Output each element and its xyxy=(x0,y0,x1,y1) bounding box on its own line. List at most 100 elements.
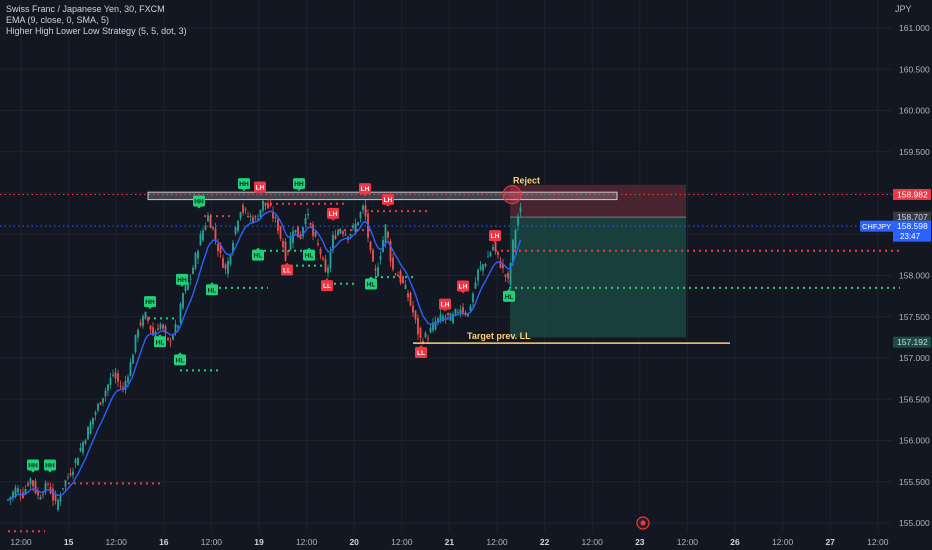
indicator-ema[interactable]: EMA (9, close, 0, SMA, 5) xyxy=(6,15,110,25)
candle-body xyxy=(467,313,469,317)
candle-body xyxy=(414,310,417,320)
candle-body xyxy=(199,233,202,246)
y-tick-label: 157.000 xyxy=(899,353,930,363)
price-tag-text: 157.192 xyxy=(897,337,928,347)
x-tick-label: 12:00 xyxy=(677,537,699,547)
last-price-bg xyxy=(893,220,931,242)
swing-label-pointer xyxy=(493,241,497,244)
price-tag[interactable]: 157.192 xyxy=(893,336,931,348)
swing-label-hl[interactable]: HL xyxy=(174,352,186,366)
take-profit-zone[interactable] xyxy=(510,217,686,338)
swing-label-lh[interactable]: LH xyxy=(489,230,501,244)
swing-label-box xyxy=(365,278,377,290)
candle-body xyxy=(419,327,422,338)
candle-body xyxy=(99,402,102,405)
swing-label-pointer xyxy=(48,470,52,473)
swing-label-pointer xyxy=(242,189,246,192)
indicator-hhll[interactable]: Higher High Lower Low Strategy (5, 5, do… xyxy=(6,26,187,36)
swing-label-box xyxy=(489,230,501,242)
candle-body xyxy=(424,332,427,338)
candle-body xyxy=(174,324,177,333)
swing-label-ll[interactable]: LL xyxy=(415,344,427,358)
swing-label-hl[interactable]: HL xyxy=(252,247,264,261)
swing-label-ll[interactable]: LL xyxy=(281,262,293,276)
candle-body xyxy=(77,457,79,466)
candle-body xyxy=(309,223,312,226)
swing-label-pointer xyxy=(369,276,373,279)
swing-label-hl[interactable]: HL xyxy=(503,288,515,302)
candle-body xyxy=(149,325,152,330)
candle-body xyxy=(292,231,294,244)
swing-label-box xyxy=(457,280,469,292)
swing-label-hl[interactable]: HL xyxy=(303,247,315,261)
stop-loss-zone[interactable] xyxy=(510,184,686,218)
swing-label-hl[interactable]: HL xyxy=(365,276,377,290)
x-tick-label: 15 xyxy=(64,537,74,547)
candle-body xyxy=(52,488,54,501)
price-tag[interactable]: 158.707 xyxy=(893,211,931,223)
candle-body xyxy=(372,249,374,262)
y-tick-label: 155.000 xyxy=(899,518,930,528)
swing-label-hh[interactable]: HH xyxy=(144,296,156,310)
candle-body xyxy=(74,459,77,464)
swing-label-lh[interactable]: LH xyxy=(359,183,371,197)
candle-body xyxy=(434,321,437,330)
candle-body xyxy=(444,317,447,319)
price-tag[interactable]: 158.982 xyxy=(893,188,931,200)
candle-body xyxy=(89,422,92,434)
swing-label-lh[interactable]: LH xyxy=(382,193,394,207)
x-tick-label: 12:00 xyxy=(772,537,794,547)
swing-label-hh[interactable]: HH xyxy=(44,459,56,473)
reject-marker[interactable] xyxy=(502,185,522,205)
swing-label-lh[interactable]: LH xyxy=(254,181,266,195)
candle-body xyxy=(184,285,187,292)
candle-body xyxy=(232,242,234,253)
swing-label-hh[interactable]: HH xyxy=(176,273,188,287)
event-marker[interactable] xyxy=(636,516,650,530)
candle-body xyxy=(202,230,204,241)
candle-body xyxy=(9,496,12,500)
swing-label-text: LH xyxy=(491,233,500,240)
swing-label-text: HH xyxy=(177,277,187,284)
reject-label: Reject xyxy=(513,176,540,186)
swing-label-pointer xyxy=(258,192,262,195)
candle-body xyxy=(239,212,242,219)
candle-body xyxy=(287,251,289,253)
swing-label-pointer xyxy=(331,218,335,221)
candle-body xyxy=(162,324,164,329)
candle-body xyxy=(92,417,94,425)
swing-label-box xyxy=(359,183,371,195)
swing-label-hh[interactable]: HH xyxy=(238,178,250,192)
swing-label-hl[interactable]: HL xyxy=(154,334,166,348)
swing-label-text: LH xyxy=(329,211,338,218)
swing-label-pointer xyxy=(210,282,214,285)
swing-label-text: HL xyxy=(156,339,165,346)
candle-body xyxy=(24,489,27,494)
symbol-tag-text: CHFJPY xyxy=(862,222,891,231)
swing-label-hh[interactable]: HH xyxy=(193,195,205,209)
swing-label-lh[interactable]: LH xyxy=(439,298,451,312)
swing-label-lh[interactable]: LH xyxy=(327,207,339,221)
candle-body xyxy=(204,225,207,230)
candle-body xyxy=(84,440,87,444)
candle-body xyxy=(364,205,367,217)
swing-label-lh[interactable]: LH xyxy=(457,280,469,294)
candle-body xyxy=(157,328,159,331)
price-tag-text: 158.982 xyxy=(897,189,928,199)
candle-body xyxy=(59,496,62,502)
swing-label-hh[interactable]: HH xyxy=(27,459,39,473)
x-axis[interactable]: 12:00 15 12:00 16 12:00 19 12:00 20 12:00 21 12:00… xyxy=(10,537,888,547)
candle-body xyxy=(182,293,184,308)
candles xyxy=(7,198,522,512)
swing-label-text: LH xyxy=(256,184,265,191)
candle-body xyxy=(127,376,129,383)
swing-label-hl[interactable]: HL xyxy=(206,282,218,296)
y-tick-label: 160.000 xyxy=(899,106,930,116)
swing-label-hh[interactable]: HH xyxy=(293,178,305,192)
candle-body xyxy=(417,318,419,335)
swing-label-pointer xyxy=(148,307,152,310)
swing-label-ll[interactable]: LL xyxy=(321,278,333,292)
x-tick-label: 12:00 xyxy=(106,537,128,547)
